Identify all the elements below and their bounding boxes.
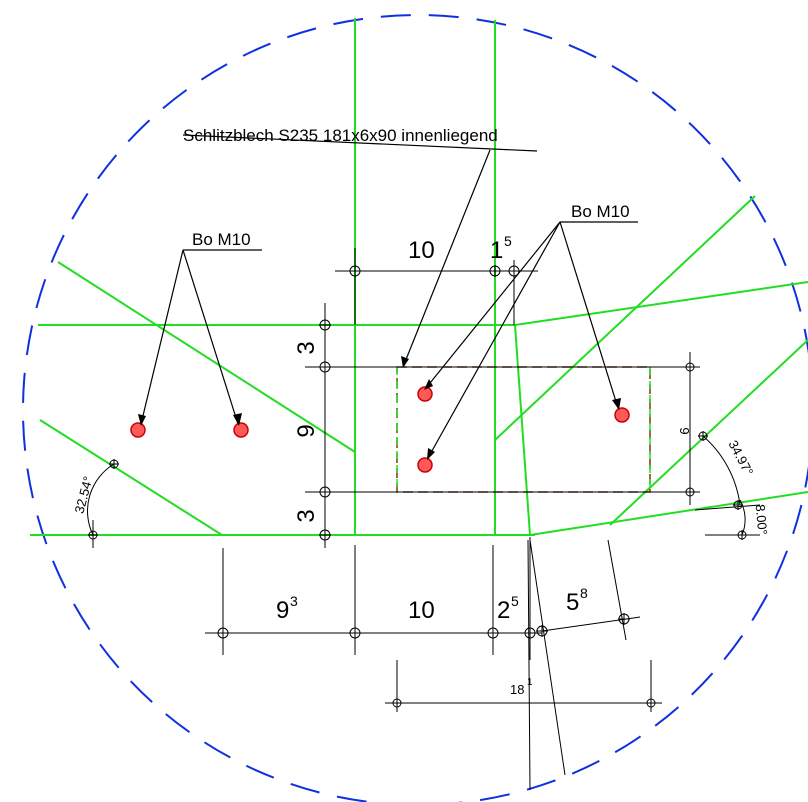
dim-bottom-10: 10 bbox=[408, 597, 435, 624]
angle-left: 32.54° bbox=[72, 475, 96, 515]
bolt-hole bbox=[614, 407, 630, 423]
angle-right-lower: 8.00° bbox=[753, 504, 771, 536]
dim-bottom-18-sup: 1 bbox=[527, 677, 533, 688]
dim-left-3-bottom: 3 bbox=[293, 509, 320, 522]
bolt-label-right: Bo M10 bbox=[571, 202, 630, 221]
slot-plate-outline bbox=[396, 366, 651, 493]
bolt-hole bbox=[233, 422, 249, 438]
bolt-hole bbox=[417, 457, 433, 473]
dimension-markers bbox=[88, 265, 747, 708]
dim-bottom-2-sup: 5 bbox=[511, 593, 519, 609]
bolt-hole bbox=[417, 386, 433, 402]
bolt-hole bbox=[130, 422, 146, 438]
dim-bottom-9-sup: 3 bbox=[290, 593, 298, 609]
leader-lines bbox=[140, 134, 638, 459]
dim-bottom-18: 18 bbox=[510, 682, 524, 697]
dim-bottom-5: 5 bbox=[566, 589, 579, 616]
dim-left-3-top: 3 bbox=[293, 341, 320, 354]
leader-arrowheads bbox=[138, 356, 621, 460]
dim-right-9: 9 bbox=[677, 427, 692, 434]
bolt-label-left: Bo M10 bbox=[192, 230, 251, 249]
dim-bottom-5-sup: 8 bbox=[580, 585, 588, 601]
slot-plate-label: Schlitzblech S235 181x6x90 innenliegend bbox=[183, 126, 498, 145]
dim-left-9: 9 bbox=[293, 424, 320, 437]
dim-top-1-sup: 5 bbox=[504, 233, 512, 249]
dim-bottom-9: 9 bbox=[276, 597, 289, 624]
bolt-holes bbox=[130, 386, 630, 473]
dim-bottom-2: 2 bbox=[497, 597, 510, 624]
dim-top-10: 10 bbox=[408, 237, 435, 264]
dimension-lines bbox=[87, 248, 761, 791]
member-lines bbox=[30, 18, 808, 536]
dim-top-1: 1 bbox=[490, 237, 503, 264]
